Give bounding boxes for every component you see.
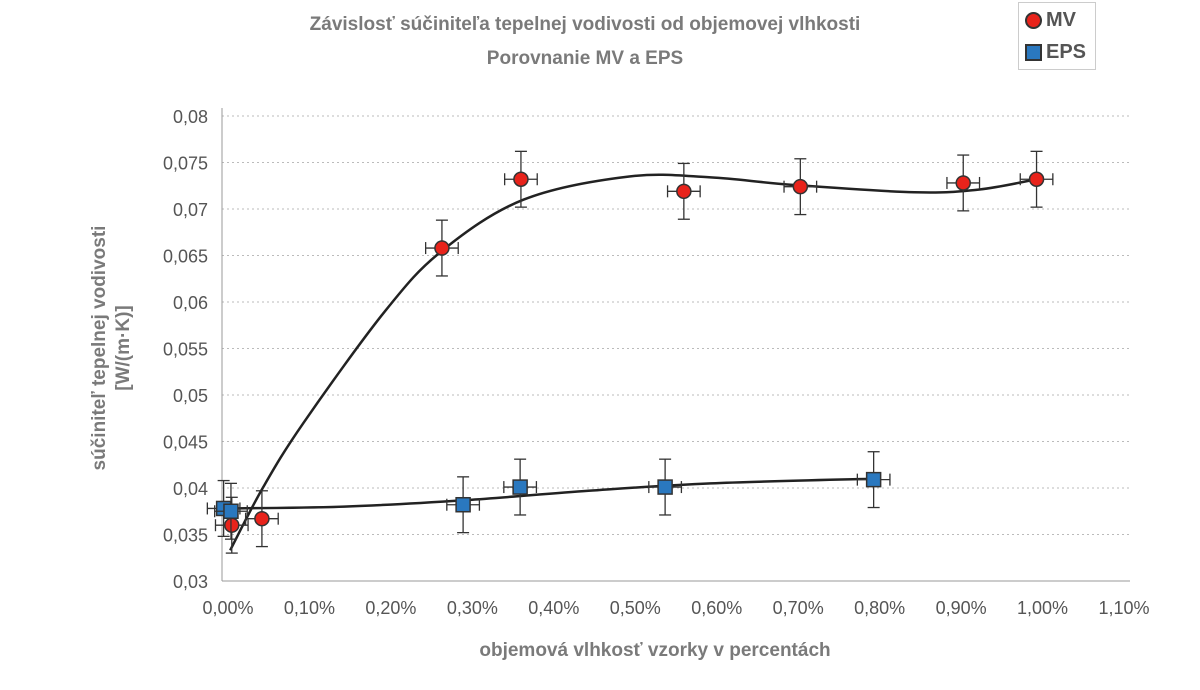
x-axis-label: objemová vlhkosť vzorky v percentách bbox=[479, 640, 831, 661]
x-tick-label: 0,30% bbox=[447, 598, 498, 618]
data-point-eps bbox=[455, 496, 471, 513]
data-point-mv bbox=[676, 183, 692, 200]
x-tick-label: 0,10% bbox=[284, 598, 335, 618]
data-point-mv bbox=[434, 240, 450, 256]
x-tick-label: 0,50% bbox=[610, 598, 661, 618]
chart-subtitle: Porovnanie MV a EPS bbox=[486, 48, 684, 69]
x-tick-label: 0,00% bbox=[202, 598, 253, 618]
y-tick-label: 0,07 bbox=[173, 200, 208, 220]
data-point-mv bbox=[792, 178, 809, 195]
y-tick-label: 0,035 bbox=[163, 526, 208, 546]
circle-marker-icon bbox=[1025, 12, 1042, 29]
x-tick-label: 0,60% bbox=[691, 598, 742, 618]
data-point-mv bbox=[955, 175, 971, 191]
y-axis-label: súčiniteľ tepelnej vodivosti [W/(m·K)] bbox=[88, 226, 136, 471]
legend-label: MV bbox=[1046, 9, 1076, 31]
x-tick-label: 0,80% bbox=[854, 598, 905, 618]
y-tick-label: 0,065 bbox=[163, 247, 208, 267]
y-tick-label: 0,03 bbox=[173, 572, 208, 592]
data-point-mv bbox=[224, 517, 240, 533]
x-tick-label: 0,70% bbox=[773, 598, 824, 618]
y-tick-label: 0,05 bbox=[173, 386, 208, 406]
data-point-mv bbox=[513, 171, 529, 187]
y-tick-label: 0,06 bbox=[173, 293, 208, 313]
y-tick-label: 0,045 bbox=[163, 433, 208, 453]
x-tick-label: 1,00% bbox=[1017, 598, 1068, 618]
x-tick-label: 0,40% bbox=[528, 598, 579, 618]
data-point-eps bbox=[657, 479, 673, 495]
data-point-mv bbox=[1028, 171, 1045, 187]
data-point-mv bbox=[254, 510, 270, 527]
legend: MV EPS bbox=[1018, 2, 1096, 70]
chart-title: Závislosť súčiniteľa tepelnej vodivosti … bbox=[309, 14, 861, 35]
legend-item-eps: EPS bbox=[1025, 41, 1086, 64]
x-tick-label: 0,20% bbox=[365, 598, 416, 618]
y-tick-label: 0,055 bbox=[163, 340, 208, 360]
data-point-eps bbox=[223, 503, 239, 519]
x-tick-label: 1,10% bbox=[1098, 598, 1149, 618]
square-marker-icon bbox=[1025, 44, 1042, 61]
y-tick-label: 0,04 bbox=[173, 479, 208, 499]
data-point-eps bbox=[512, 479, 528, 495]
trendline-mv bbox=[229, 173, 1037, 551]
y-axis-label-line: súčiniteľ tepelnej vodivosti bbox=[89, 225, 110, 471]
legend-item-mv: MV bbox=[1025, 9, 1076, 32]
data-point-eps bbox=[865, 471, 882, 488]
x-tick-label: 0,90% bbox=[936, 598, 987, 618]
y-axis-label-unit: [W/(m·K)] bbox=[113, 305, 134, 391]
trendline-eps bbox=[221, 477, 874, 510]
y-tick-label: 0,08 bbox=[173, 107, 208, 127]
y-tick-label: 0,075 bbox=[163, 154, 208, 174]
legend-label: EPS bbox=[1046, 41, 1087, 63]
